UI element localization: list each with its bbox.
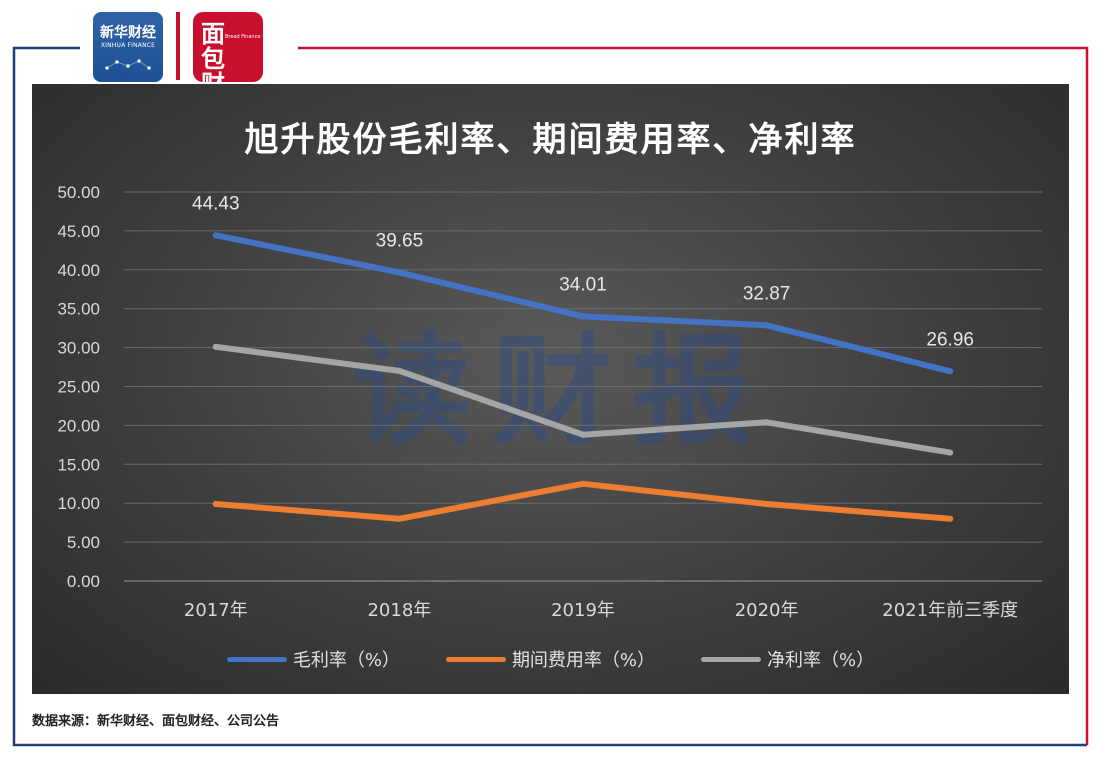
y-tick-label: 15.00 [57,455,100,474]
legend-swatch [701,656,762,662]
xinhua-finance-logo: 新华财经 XINHUA FINANCE [93,12,163,82]
mianbao-logo-sub: Bread Finance [225,34,261,40]
y-tick-label: 40.00 [57,261,100,280]
legend-item-net-margin: 净利率（%） [701,646,874,672]
data-point [580,431,586,438]
y-tick-label: 50.00 [57,183,100,202]
legend-label: 期间费用率（%） [511,650,656,671]
y-tick-label: 45.00 [57,222,100,241]
legend-label: 净利率（%） [767,650,875,671]
data-point [947,368,954,375]
data-point [212,500,219,507]
y-tick-label: 20.00 [57,416,100,435]
data-point [763,419,770,426]
data-point [947,515,954,522]
xinhua-logo-sub: XINHUA FINANCE [100,42,156,49]
xinhua-logo-name: 新华财经 [100,25,156,41]
data-point [947,449,954,456]
y-tick-label: 25.00 [57,378,100,397]
data-point [763,322,770,329]
x-tick-label: 2020年 [735,600,799,621]
data-point [580,480,586,487]
source-note: 数据来源：新华财经、面包财经、公司公告 [32,714,280,729]
data-point [212,343,219,350]
series-line-0 [212,232,954,375]
watermark-text: 读财报 [352,323,772,462]
chart-title: 旭升股份毛利率、期间费用率、净利率 [244,120,857,160]
chart-panel: 读财报 0.00 5.00 10.00 15.00 20.00 25.00 30.00 35.… [32,84,1069,694]
legend-item-expense-ratio: 期间费用率（%） [445,646,656,672]
logo-separator [176,12,180,80]
data-label: 26.96 [926,329,974,350]
data-label: 44.43 [192,193,240,214]
series-line-1 [212,480,954,522]
x-tick-label: 2017年 [184,600,248,621]
data-point [212,232,219,239]
data-label: 34.01 [559,274,607,295]
data-label: 39.65 [376,231,424,252]
line-chart: 0.00 5.00 10.00 15.00 20.00 25.00 30.00 35.00 40… [57,183,1042,621]
y-tick-label: 30.00 [57,339,100,358]
data-point [396,515,403,522]
data-point [763,500,770,507]
legend-swatch [445,656,506,662]
y-tick-label: 35.00 [57,300,100,319]
network-dots-icon [105,59,151,70]
data-point [396,367,403,374]
chart-legend: 毛利率（%） 期间费用率（%） 净利率（%） [32,646,1069,672]
x-tick-label: 2019年 [551,600,615,621]
data-point [580,313,586,320]
data-label: 32.87 [743,283,791,304]
legend-swatch [226,656,287,662]
x-tick-label: 2018年 [367,600,431,621]
mianbao-finance-logo: 面包财经 Bread Finance [193,12,263,122]
data-point [396,269,403,276]
y-tick-label: 5.00 [67,533,100,552]
x-tick-label: 2021年前三季度 [882,600,1018,621]
legend-item-gross-margin: 毛利率（%） [226,646,400,672]
y-tick-label: 10.00 [57,494,100,513]
y-tick-label: 0.00 [67,572,100,591]
legend-label: 毛利率（%） [292,650,400,671]
